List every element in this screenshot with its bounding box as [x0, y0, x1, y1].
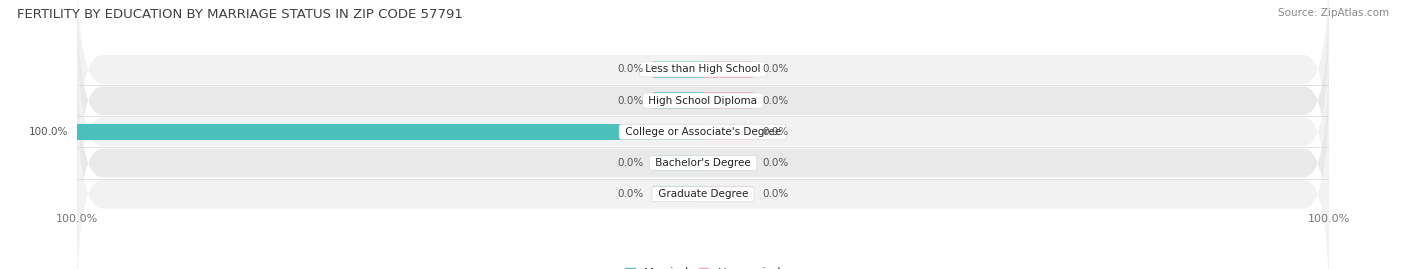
Text: Graduate Degree: Graduate Degree — [655, 189, 751, 199]
FancyBboxPatch shape — [77, 0, 1329, 211]
Text: Less than High School: Less than High School — [643, 64, 763, 75]
Text: College or Associate's Degree: College or Associate's Degree — [621, 127, 785, 137]
Text: 100.0%: 100.0% — [28, 127, 67, 137]
Bar — [703, 61, 754, 77]
Text: Bachelor's Degree: Bachelor's Degree — [652, 158, 754, 168]
Text: 0.0%: 0.0% — [617, 64, 644, 75]
Text: 0.0%: 0.0% — [762, 127, 789, 137]
Bar — [652, 186, 703, 202]
FancyBboxPatch shape — [77, 52, 1329, 269]
Legend: Married, Unmarried: Married, Unmarried — [620, 263, 786, 269]
FancyBboxPatch shape — [77, 84, 1329, 269]
Bar — [652, 93, 703, 109]
Bar — [703, 124, 754, 140]
Text: 0.0%: 0.0% — [762, 158, 789, 168]
Text: 0.0%: 0.0% — [762, 189, 789, 199]
Text: 0.0%: 0.0% — [617, 158, 644, 168]
Bar — [703, 93, 754, 109]
FancyBboxPatch shape — [77, 21, 1329, 242]
Text: Source: ZipAtlas.com: Source: ZipAtlas.com — [1278, 8, 1389, 18]
Text: High School Diploma: High School Diploma — [645, 95, 761, 106]
Text: 0.0%: 0.0% — [762, 64, 789, 75]
Text: 0.0%: 0.0% — [762, 95, 789, 106]
Bar — [703, 186, 754, 202]
FancyBboxPatch shape — [77, 0, 1329, 180]
Bar — [652, 155, 703, 171]
Bar — [652, 61, 703, 77]
Bar — [703, 155, 754, 171]
Bar — [77, 124, 703, 140]
Text: FERTILITY BY EDUCATION BY MARRIAGE STATUS IN ZIP CODE 57791: FERTILITY BY EDUCATION BY MARRIAGE STATU… — [17, 8, 463, 21]
Text: 0.0%: 0.0% — [617, 95, 644, 106]
Text: 0.0%: 0.0% — [617, 189, 644, 199]
